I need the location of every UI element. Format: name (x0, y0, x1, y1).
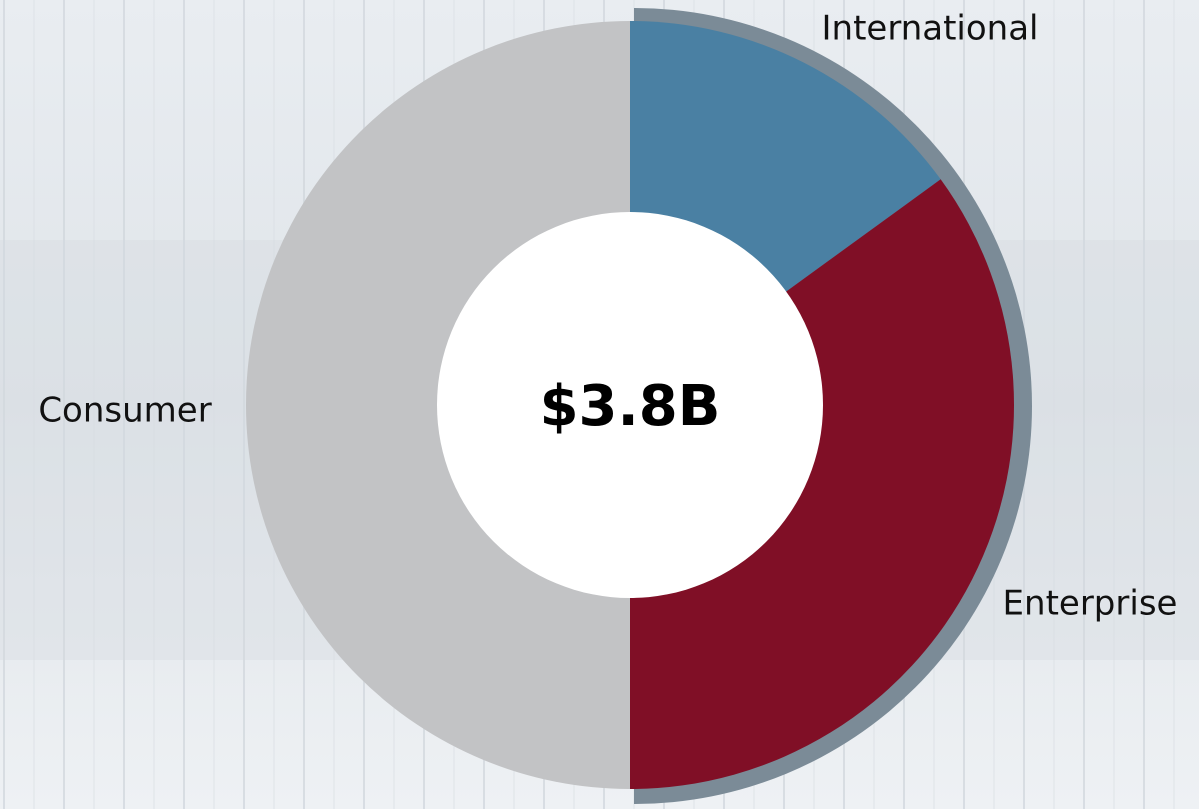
donut-hole (437, 212, 823, 598)
slice-label: Enterprise (1003, 584, 1178, 624)
slice (630, 179, 1015, 789)
slice-label: Consumer (38, 391, 211, 431)
center-label: $3.8B (540, 374, 721, 439)
slice-label: International (822, 9, 1039, 49)
